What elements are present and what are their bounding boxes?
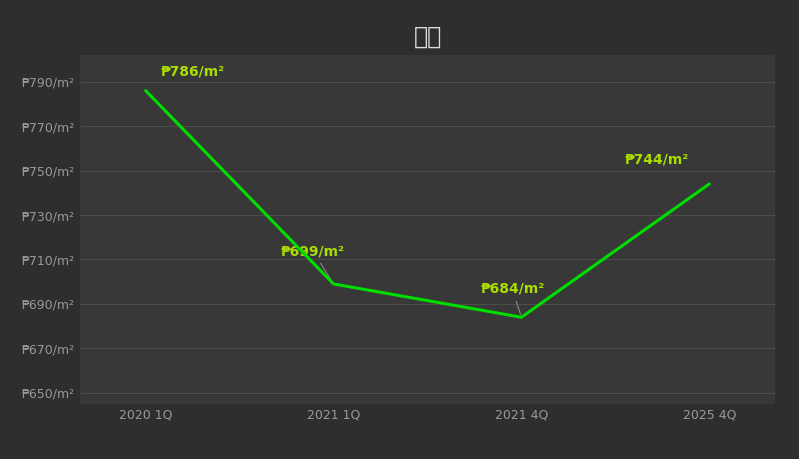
Text: ₱684/m²: ₱684/m² (480, 282, 544, 314)
Title: 賞料: 賞料 (413, 25, 442, 49)
Text: ₱744/m²: ₱744/m² (625, 153, 689, 167)
Text: ₱786/m²: ₱786/m² (161, 64, 225, 78)
Text: ₱699/m²: ₱699/m² (281, 244, 345, 281)
